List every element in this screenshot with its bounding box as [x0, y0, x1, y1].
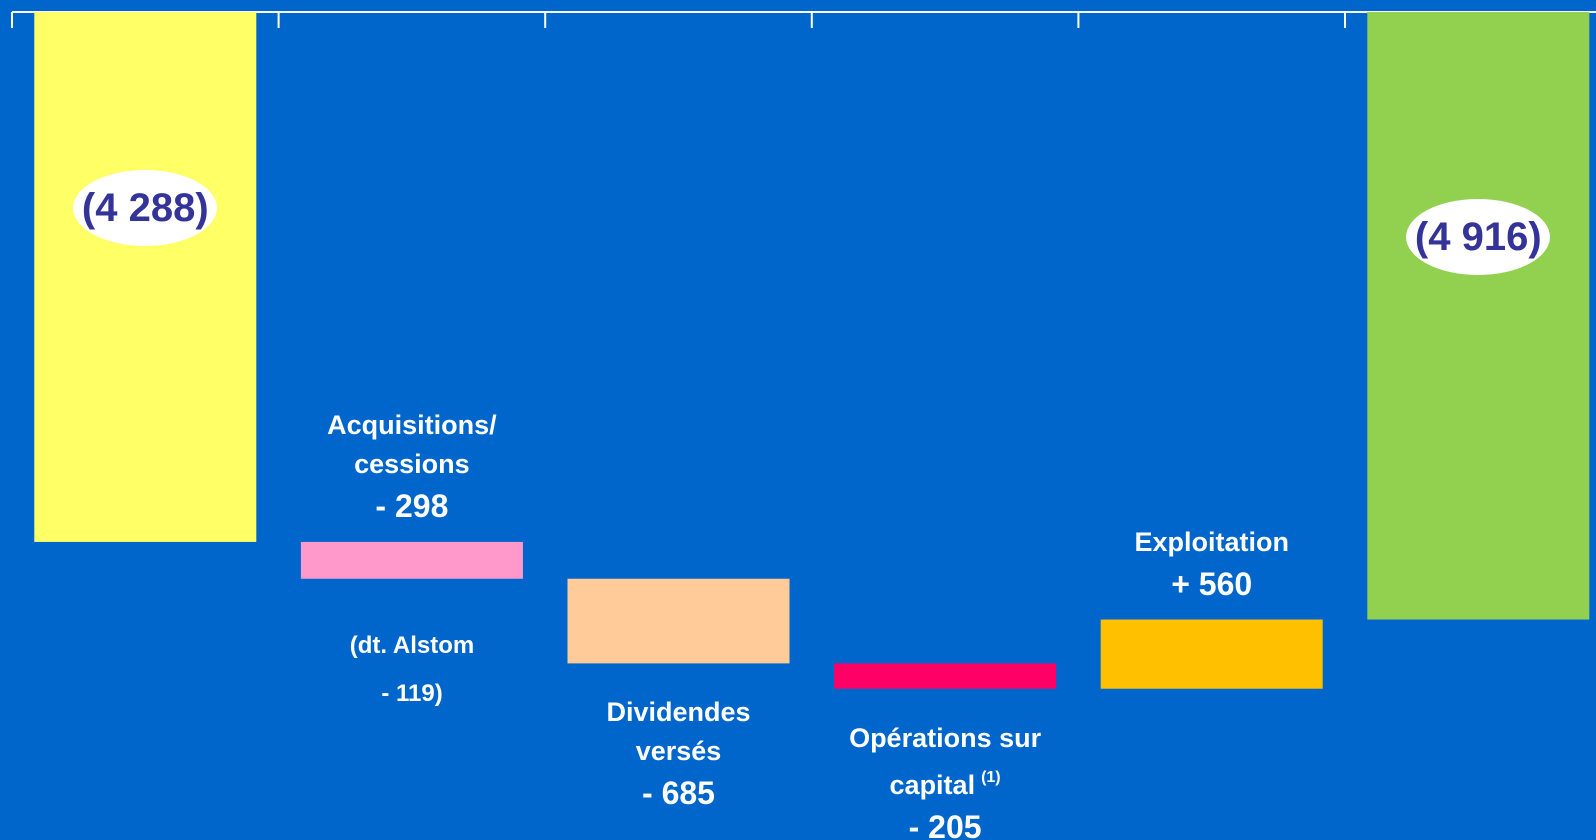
bar	[1100, 619, 1323, 689]
category-label: Opérations sur capital (1)	[849, 722, 1042, 800]
category-label: Dividendes versés	[606, 697, 751, 767]
bar-label: Opérations sur capital (1) - 205	[812, 719, 1079, 840]
category-label: Acquisitions/ cessions	[327, 409, 497, 479]
value-label: + 560	[1171, 565, 1253, 602]
category-label: Exploitation	[1134, 526, 1289, 557]
value-label: - 205	[908, 808, 982, 840]
bar-label: Dividendes versés - 685	[545, 693, 812, 815]
bar	[567, 578, 790, 664]
bar	[1367, 12, 1590, 620]
bar-label: Exploitation + 560	[1078, 523, 1345, 606]
bar-label: Acquisitions/ cessions - 298	[279, 406, 546, 528]
value-label: (4 288)	[73, 170, 218, 247]
annotation: (dt. Alstom - 119)	[349, 632, 475, 707]
value-label: - 298	[375, 487, 449, 524]
value-label: (4 916)	[1406, 198, 1551, 275]
value-label: - 685	[642, 775, 715, 812]
bar	[34, 12, 257, 542]
footnote-mark: (1)	[981, 768, 1001, 786]
bar	[300, 541, 523, 579]
bar	[834, 663, 1057, 689]
